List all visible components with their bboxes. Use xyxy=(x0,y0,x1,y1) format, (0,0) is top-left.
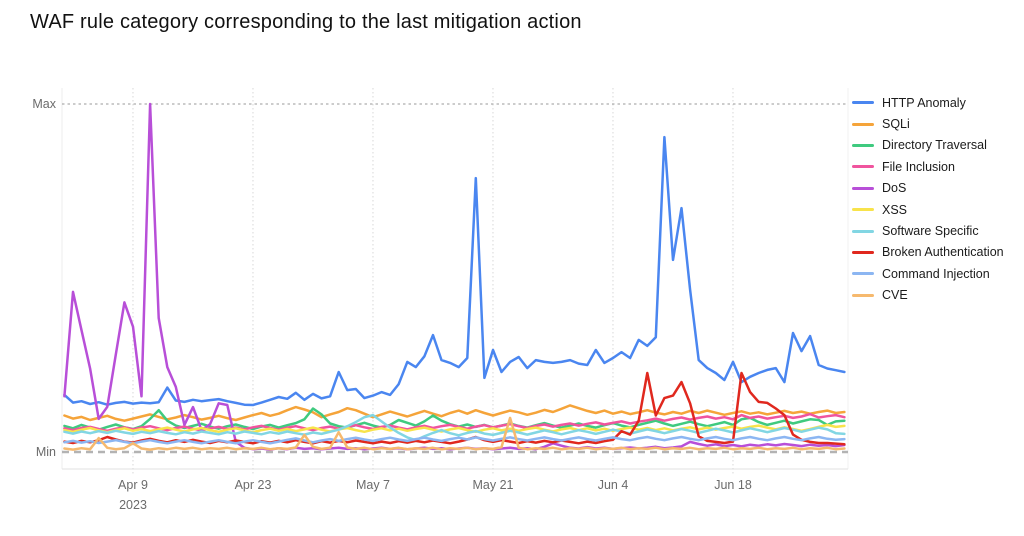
legend-item-cve[interactable]: CVE xyxy=(852,285,1004,306)
series-line-dos xyxy=(63,102,846,451)
y-axis-min-label: Min xyxy=(35,445,56,459)
x-tick-apr23: Apr 23 xyxy=(234,478,272,492)
legend-item-sqli[interactable]: SQLi xyxy=(852,113,1004,134)
legend-item-command-injection[interactable]: Command Injection xyxy=(852,263,1004,284)
legend-item-software-specific[interactable]: Software Specific xyxy=(852,220,1004,241)
legend-line-swatch xyxy=(852,122,874,126)
legend-line-swatch xyxy=(852,229,874,233)
legend-line-swatch xyxy=(852,186,874,190)
legend-item-directory-traversal[interactable]: Directory Traversal xyxy=(852,135,1004,156)
series-line-cve xyxy=(63,416,846,451)
y-axis-max-label: Max xyxy=(32,97,56,111)
x-tick-jun18: Jun 18 xyxy=(714,478,752,492)
x-tick-jun4: Jun 4 xyxy=(597,478,629,492)
series-line-software-specific xyxy=(63,413,846,442)
x-tick-year: 2023 xyxy=(119,498,147,512)
legend-line-swatch xyxy=(852,101,874,105)
series-line-http-anomaly xyxy=(63,135,846,407)
chart-title: WAF rule category corresponding to the l… xyxy=(30,11,582,33)
legend-item-dos[interactable]: DoS xyxy=(852,178,1004,199)
legend-line-swatch xyxy=(852,165,874,169)
legend-item-http-anomaly[interactable]: HTTP Anomaly xyxy=(852,92,1004,113)
legend-item-file-inclusion[interactable]: File Inclusion xyxy=(852,156,1004,177)
legend-line-swatch xyxy=(852,208,874,212)
series-line-broken-authentication xyxy=(63,371,846,446)
legend-line-swatch xyxy=(852,293,874,297)
series-line-sqli xyxy=(63,404,846,422)
x-tick-may7: May 7 xyxy=(355,478,391,492)
legend-item-xss[interactable]: XSS xyxy=(852,199,1004,220)
series-line-command-injection xyxy=(63,435,846,445)
legend-line-swatch xyxy=(852,143,874,147)
x-tick-may21: May 21 xyxy=(472,478,514,492)
legend-item-broken-authentication[interactable]: Broken Authentication xyxy=(852,242,1004,263)
x-tick-apr9: Apr 9 2023 xyxy=(118,478,148,512)
legend-line-swatch xyxy=(852,272,874,276)
chart-legend: HTTP Anomaly SQLi Directory Traversal Fi… xyxy=(852,92,1004,306)
legend-line-swatch xyxy=(852,250,874,254)
